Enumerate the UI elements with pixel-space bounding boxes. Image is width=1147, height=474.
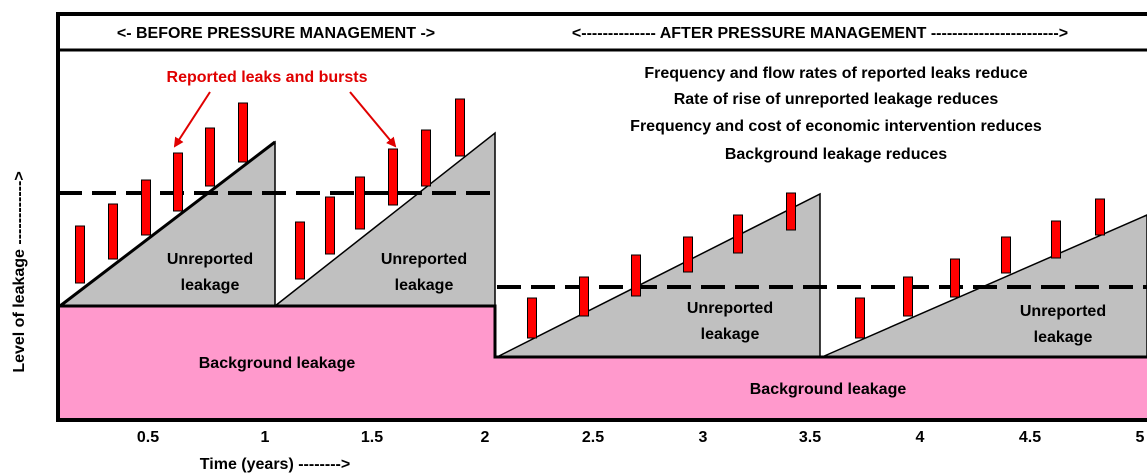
arrow xyxy=(173,91,211,148)
burst-bar xyxy=(1001,236,1011,274)
background-label: Background leakage xyxy=(750,381,907,398)
note: Frequency and cost of economic intervent… xyxy=(630,118,1042,135)
background-area xyxy=(58,306,495,420)
burst-bar xyxy=(295,221,305,280)
unreported-label: Unreported xyxy=(381,251,467,268)
burst-bar xyxy=(325,196,335,255)
unreported-label: Unreported xyxy=(167,251,253,268)
arrow xyxy=(349,91,397,148)
burst-bar xyxy=(75,225,85,284)
burst-bar xyxy=(355,176,365,230)
x-tick-label: 5 xyxy=(1136,429,1145,446)
burst-bar xyxy=(733,214,743,254)
header-before: <- BEFORE PRESSURE MANAGEMENT -> xyxy=(117,25,435,42)
burst-bar xyxy=(205,127,215,187)
reported-bursts xyxy=(75,98,1105,339)
unreported-label: Unreported xyxy=(687,300,773,317)
unreported-area xyxy=(496,192,821,358)
unreported-label: Unreported xyxy=(1020,303,1106,320)
x-tick-label: 4.5 xyxy=(1019,429,1041,446)
burst-bar xyxy=(527,297,537,339)
header-after: <-------------- AFTER PRESSURE MANAGEMEN… xyxy=(572,25,1068,42)
unreported-label: leakage xyxy=(701,326,760,343)
x-axis-label: Time (years) --------> xyxy=(200,456,350,473)
burst-bar xyxy=(141,179,151,236)
background-area xyxy=(495,357,1147,420)
burst-bar xyxy=(786,192,796,231)
x-tick-label: 3.5 xyxy=(799,429,821,446)
x-tick-label: 3 xyxy=(699,429,708,446)
x-tick-label: 1 xyxy=(261,429,270,446)
burst-bar xyxy=(903,276,913,317)
burst-bar xyxy=(950,258,960,298)
burst-bar xyxy=(388,148,398,206)
burst-bar xyxy=(455,98,465,157)
burst-bar xyxy=(631,254,641,297)
background-label: Background leakage xyxy=(199,355,356,372)
unreported-label: leakage xyxy=(1034,329,1093,346)
x-tick-label: 2 xyxy=(481,429,490,446)
rise-line xyxy=(59,140,276,308)
burst-bar xyxy=(1051,220,1061,259)
burst-bar xyxy=(173,152,183,212)
y-axis-label: Level of leakage ------------> xyxy=(11,171,28,372)
burst-bar xyxy=(683,236,693,273)
background-line xyxy=(58,304,1147,359)
burst-bar xyxy=(238,102,248,163)
burst-bar xyxy=(579,276,589,317)
burst-bar xyxy=(1095,198,1105,236)
frame xyxy=(56,12,1147,422)
unreported-label: leakage xyxy=(395,277,454,294)
burst-bar xyxy=(108,203,118,260)
x-tick-label: 2.5 xyxy=(582,429,604,446)
burst-bar xyxy=(421,129,431,187)
x-tick-label: 4 xyxy=(916,429,925,446)
x-tick-label: 0.5 xyxy=(137,429,159,446)
burst-bar xyxy=(855,297,865,339)
unreported-area xyxy=(272,131,496,307)
note: Background leakage reduces xyxy=(725,146,947,163)
x-tick-label: 1.5 xyxy=(361,429,383,446)
note: Rate of rise of unreported leakage reduc… xyxy=(674,91,999,108)
annotation: Reported leaks and bursts xyxy=(167,69,368,86)
unreported-label: leakage xyxy=(181,277,240,294)
note: Frequency and flow rates of reported lea… xyxy=(644,65,1027,82)
